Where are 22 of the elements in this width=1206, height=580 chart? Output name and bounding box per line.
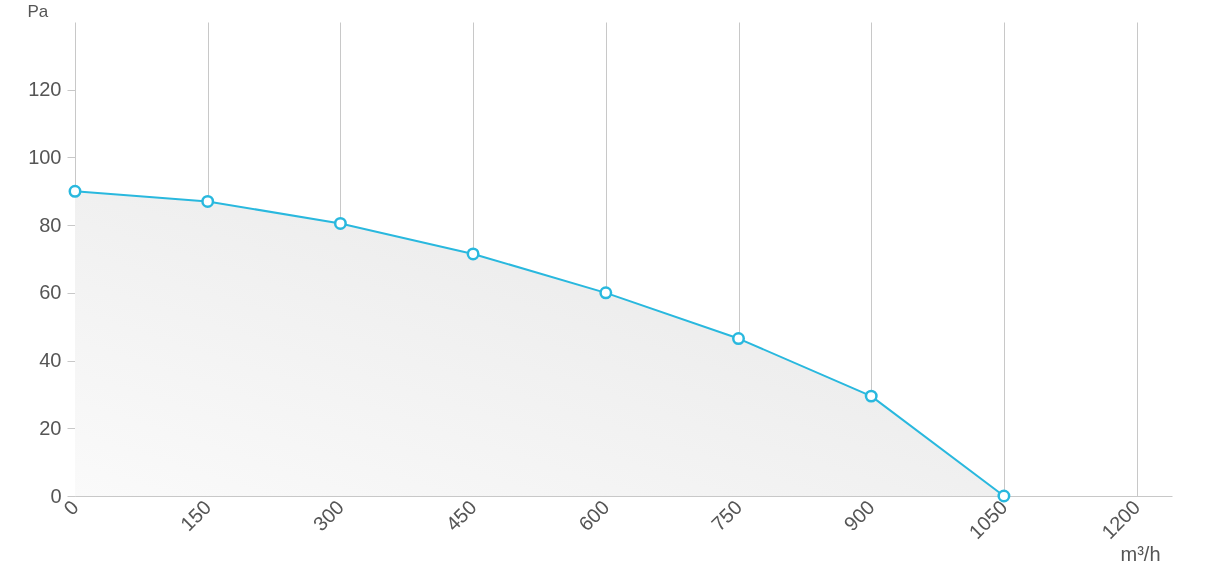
y-tick-label: 60 <box>39 281 62 304</box>
y-tick-label: 120 <box>28 78 62 101</box>
point <box>466 247 480 261</box>
y-tick-label: 80 <box>39 213 62 236</box>
y-tick-label: 40 <box>39 349 62 372</box>
x-axis-title: m³/h <box>1120 542 1161 565</box>
x-tick-label: 150 <box>176 496 216 536</box>
x-tick-label: 900 <box>839 496 879 536</box>
y-tick-label: 100 <box>28 145 62 168</box>
x-tick-label: 300 <box>308 496 348 536</box>
x-tick-label: 750 <box>706 496 747 536</box>
y-tick-label: 20 <box>39 416 62 439</box>
point <box>732 332 745 346</box>
point <box>864 389 878 403</box>
x-tick-label: 450 <box>441 496 481 536</box>
y-axis-title: Pa <box>27 1 49 21</box>
point <box>599 286 613 300</box>
point <box>68 184 82 198</box>
point <box>997 489 1011 503</box>
point <box>333 216 347 230</box>
x-tick-label: 600 <box>574 496 614 536</box>
point <box>201 194 215 208</box>
